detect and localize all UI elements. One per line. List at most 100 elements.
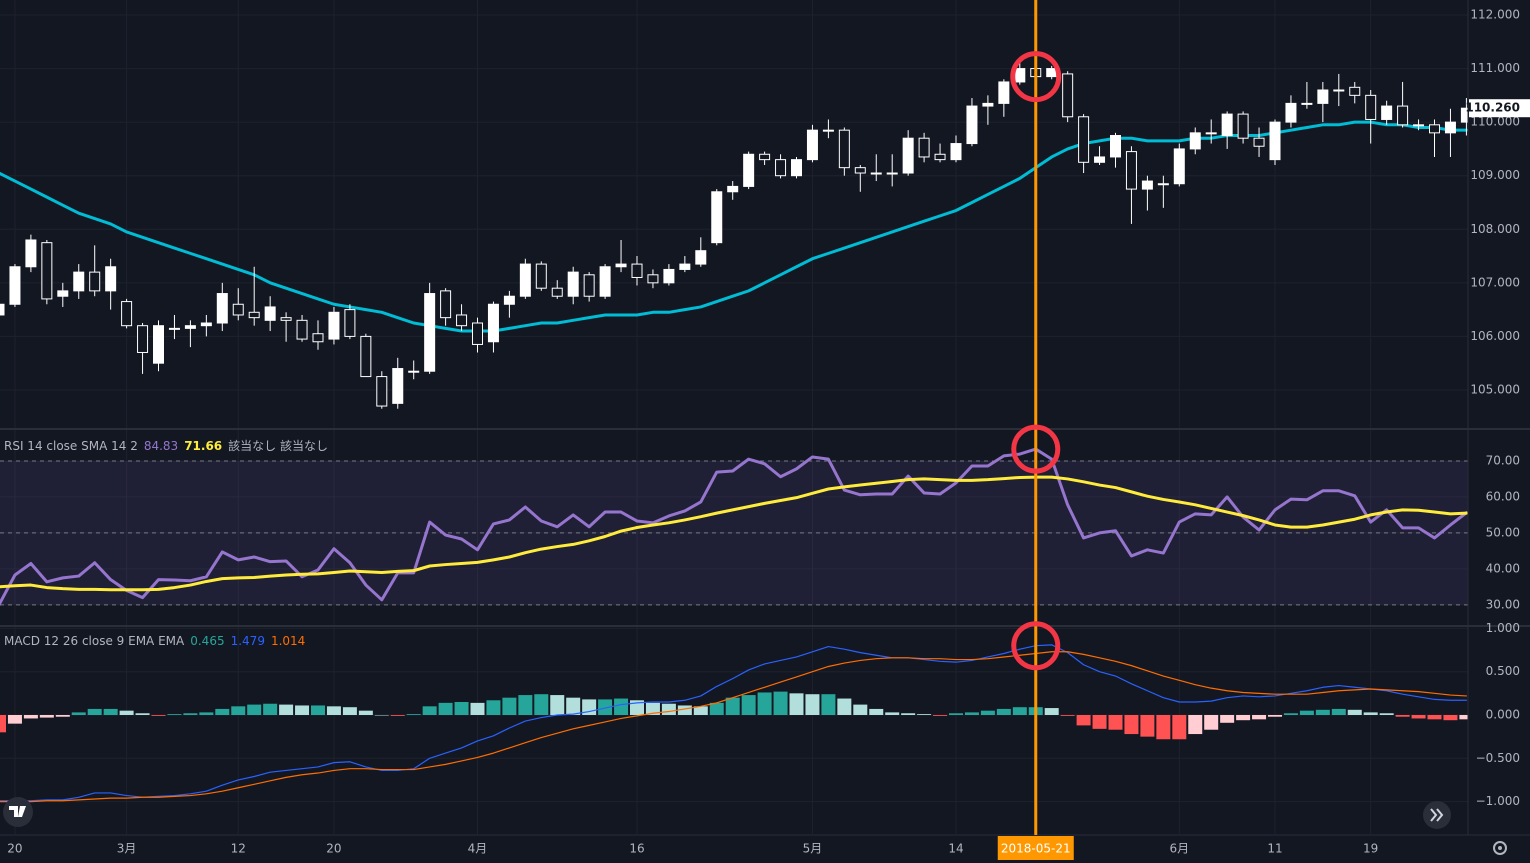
histogram-bar bbox=[87, 708, 102, 715]
candle-body bbox=[168, 327, 180, 330]
histogram-bar bbox=[949, 713, 963, 715]
candle-body bbox=[759, 153, 771, 161]
candle-body bbox=[1094, 156, 1106, 163]
grid bbox=[0, 0, 1468, 834]
histogram-bar bbox=[406, 714, 421, 715]
histogram-bar bbox=[183, 713, 198, 715]
highlight-circle bbox=[1011, 424, 1061, 474]
x-tick-label: 3月 bbox=[117, 842, 137, 856]
candle-body bbox=[0, 303, 5, 316]
candle-body bbox=[982, 102, 994, 107]
histogram-bar bbox=[342, 707, 357, 715]
macd-pane bbox=[0, 644, 1468, 803]
y-tick-label: 107.000 bbox=[1470, 275, 1520, 289]
settings-button[interactable] bbox=[1493, 841, 1507, 855]
histogram-bar bbox=[1204, 714, 1219, 730]
histogram-bar bbox=[789, 693, 804, 715]
y-tick-label: 60.00 bbox=[1486, 489, 1520, 503]
candle-body bbox=[615, 263, 627, 268]
candle-body bbox=[1429, 124, 1440, 134]
histogram-bar bbox=[566, 697, 581, 715]
histogram-bar bbox=[837, 698, 852, 715]
histogram-bar bbox=[1140, 714, 1155, 737]
histogram-bar bbox=[645, 702, 660, 715]
histogram-bar bbox=[151, 714, 166, 716]
y-tick-label: 30.00 bbox=[1486, 597, 1520, 611]
crosshair-label-box bbox=[997, 836, 1074, 860]
histogram-bar bbox=[1459, 714, 1468, 720]
signal-readout: 1.014 bbox=[271, 634, 305, 648]
candle-body bbox=[1397, 105, 1409, 126]
rsi-title: RSI 14 close SMA 14 2 bbox=[4, 439, 138, 453]
histogram-bar bbox=[1012, 707, 1027, 715]
x-tick-label: 19 bbox=[1363, 842, 1378, 856]
x-tick-label: 20 bbox=[7, 842, 22, 856]
histogram-bar bbox=[757, 692, 772, 715]
histogram-bar bbox=[247, 704, 262, 715]
histogram-bar bbox=[853, 704, 868, 715]
candle-body bbox=[280, 317, 292, 321]
histogram-bar bbox=[1252, 714, 1267, 720]
candle-body bbox=[902, 137, 914, 174]
candle-body bbox=[1365, 94, 1377, 120]
candle-body bbox=[25, 239, 37, 268]
histogram-bar bbox=[23, 714, 38, 719]
candle-body bbox=[870, 172, 882, 175]
y-tick-label: 40.00 bbox=[1486, 561, 1520, 575]
candle-body bbox=[822, 129, 834, 132]
candle-body bbox=[9, 266, 21, 305]
histogram-bar bbox=[1124, 714, 1139, 735]
histogram-bar bbox=[1044, 708, 1059, 715]
x-tick-label: 5月 bbox=[803, 842, 823, 856]
candle-body bbox=[1285, 102, 1297, 123]
candle-body bbox=[296, 319, 308, 340]
histogram-bar bbox=[55, 714, 70, 717]
candle-body bbox=[1110, 135, 1121, 158]
last-price-label: 110.260 bbox=[1465, 101, 1520, 115]
histogram-bar bbox=[231, 706, 246, 715]
rsi-readout: 84.83 bbox=[144, 439, 178, 453]
histogram-bar bbox=[215, 708, 230, 715]
histogram-bar bbox=[1060, 714, 1075, 716]
rsi-band bbox=[0, 460, 1468, 605]
scroll-button[interactable] bbox=[1423, 801, 1451, 829]
candle-body bbox=[535, 263, 547, 289]
x-tick-label: 4月 bbox=[468, 842, 488, 856]
logo[interactable] bbox=[3, 797, 33, 827]
histogram-bar bbox=[7, 714, 22, 724]
histogram-bar bbox=[71, 712, 86, 715]
candle-body bbox=[1014, 68, 1026, 83]
histogram-bar bbox=[933, 714, 948, 716]
histogram-bar bbox=[550, 695, 565, 715]
histogram-bar bbox=[295, 705, 310, 715]
moving-average bbox=[0, 120, 1468, 333]
histogram-bar bbox=[486, 700, 501, 715]
scroll-button-icon bbox=[1430, 808, 1444, 822]
candle-body bbox=[328, 311, 340, 340]
rsi-pane bbox=[0, 447, 1468, 606]
rsi-note: 該当なし 該当なし bbox=[228, 438, 328, 453]
y-tick-label: 111.000 bbox=[1470, 61, 1520, 75]
candle-body bbox=[472, 322, 483, 345]
y-tick-label: 105.000 bbox=[1470, 382, 1520, 396]
candle-body bbox=[663, 268, 675, 284]
histogram-bar bbox=[1220, 714, 1235, 723]
candle-body bbox=[679, 263, 691, 270]
x-tick-label: 14 bbox=[948, 842, 963, 856]
x-tick-label: 16 bbox=[629, 842, 644, 856]
y-tick-label: 0.500 bbox=[1486, 664, 1520, 678]
histogram-bar bbox=[135, 713, 150, 715]
rsi-sma-readout: 71.66 bbox=[184, 439, 222, 453]
histogram-bar bbox=[630, 700, 644, 715]
histogram-bar bbox=[390, 714, 405, 716]
candle-body bbox=[791, 159, 802, 177]
candle-body bbox=[1333, 89, 1345, 92]
candle-body bbox=[105, 266, 117, 292]
histogram-bar bbox=[1443, 714, 1458, 721]
histogram-bar bbox=[773, 691, 788, 715]
histogram-bar bbox=[693, 706, 708, 715]
y-tick-label: 110.000 bbox=[1470, 115, 1520, 129]
candle-body bbox=[583, 274, 595, 297]
